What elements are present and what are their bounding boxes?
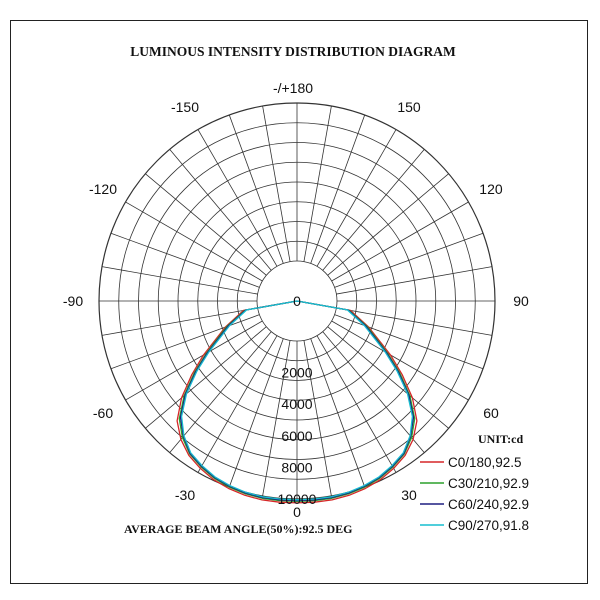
angle-label: -150 xyxy=(171,99,199,115)
legend-label: C60/240,92.9 xyxy=(448,497,529,512)
grid-spoke xyxy=(101,266,258,295)
angle-label: 90 xyxy=(513,293,529,309)
grid-spoke xyxy=(334,232,484,288)
angle-label: -/+180 xyxy=(273,80,313,96)
angle-label: 30 xyxy=(401,487,417,503)
grid-spoke xyxy=(322,331,425,453)
grid-spoke xyxy=(303,105,332,262)
grid-spoke xyxy=(310,114,366,264)
legend: C0/180,92.5 C30/210,92.9 C60/240,92.9 C90/2… xyxy=(420,455,529,533)
legend-label: C90/270,91.8 xyxy=(448,518,529,533)
radial-tick-label: 6000 xyxy=(281,428,312,444)
grid-spoke xyxy=(303,340,332,497)
grid-spoke xyxy=(169,149,272,271)
grid-spoke xyxy=(334,314,484,370)
radial-tick-label: 4000 xyxy=(281,396,312,412)
grid-spoke xyxy=(336,307,493,336)
grid-spoke xyxy=(316,335,397,473)
grid-spoke xyxy=(169,331,272,453)
legend-label: C0/180,92.5 xyxy=(448,455,522,470)
legend-label: C30/210,92.9 xyxy=(448,476,529,491)
grid-spoke xyxy=(228,338,284,488)
radial-tick-label: 8000 xyxy=(281,459,312,475)
grid-spoke xyxy=(110,232,260,288)
radial-tick-labels: 0 2000 4000 6000 8000 10000 xyxy=(278,293,317,507)
angle-label: -30 xyxy=(175,487,195,503)
grid-spoke xyxy=(145,173,267,276)
angle-label: -90 xyxy=(63,293,83,309)
series-curve-0 xyxy=(176,300,418,504)
grid-spoke xyxy=(327,173,449,276)
grid-spoke xyxy=(197,335,278,473)
angle-label: 150 xyxy=(397,99,421,115)
footer-beam-angle: AVERAGE BEAM ANGLE(50%):92.5 DEG xyxy=(124,522,352,536)
grid-spoke xyxy=(110,314,260,370)
grid-spoke xyxy=(331,320,469,401)
grid-spoke xyxy=(336,266,493,295)
polar-grid xyxy=(98,102,496,500)
radial-tick-label: 10000 xyxy=(278,491,317,507)
series-curve-1 xyxy=(178,300,416,503)
chart-title: LUMINOUS INTENSITY DISTRIBUTION DIAGRAM xyxy=(130,44,456,59)
grid-spoke xyxy=(101,307,258,336)
unit-label: UNIT:cd xyxy=(478,432,523,446)
angle-labels: -/+180 150 -150 120 -120 90 -90 60 -60 30 -30 0 xyxy=(63,80,529,520)
grid-spoke xyxy=(262,105,291,262)
radial-tick-label: 2000 xyxy=(281,365,312,381)
grid-spoke xyxy=(331,201,469,282)
chart-frame xyxy=(10,20,588,584)
grid-spoke xyxy=(125,201,263,282)
series-curve-2 xyxy=(179,300,415,502)
grid-spoke xyxy=(316,129,397,267)
series-curve-3 xyxy=(180,300,414,501)
grid-spoke xyxy=(197,129,278,267)
angle-label: -120 xyxy=(89,181,117,197)
grid-spoke xyxy=(228,114,284,264)
grid-spoke xyxy=(310,338,366,488)
grid-spoke xyxy=(145,326,267,429)
grid-spoke xyxy=(125,320,263,401)
angle-label: -60 xyxy=(93,405,113,421)
radial-tick-label: 0 xyxy=(293,293,301,309)
series-curves xyxy=(176,300,418,504)
angle-label: 0 xyxy=(293,504,301,520)
angle-label: 120 xyxy=(479,181,503,197)
grid-spoke xyxy=(262,340,291,497)
grid-spoke xyxy=(327,326,449,429)
angle-label: 60 xyxy=(483,405,499,421)
grid-spoke xyxy=(322,149,425,271)
